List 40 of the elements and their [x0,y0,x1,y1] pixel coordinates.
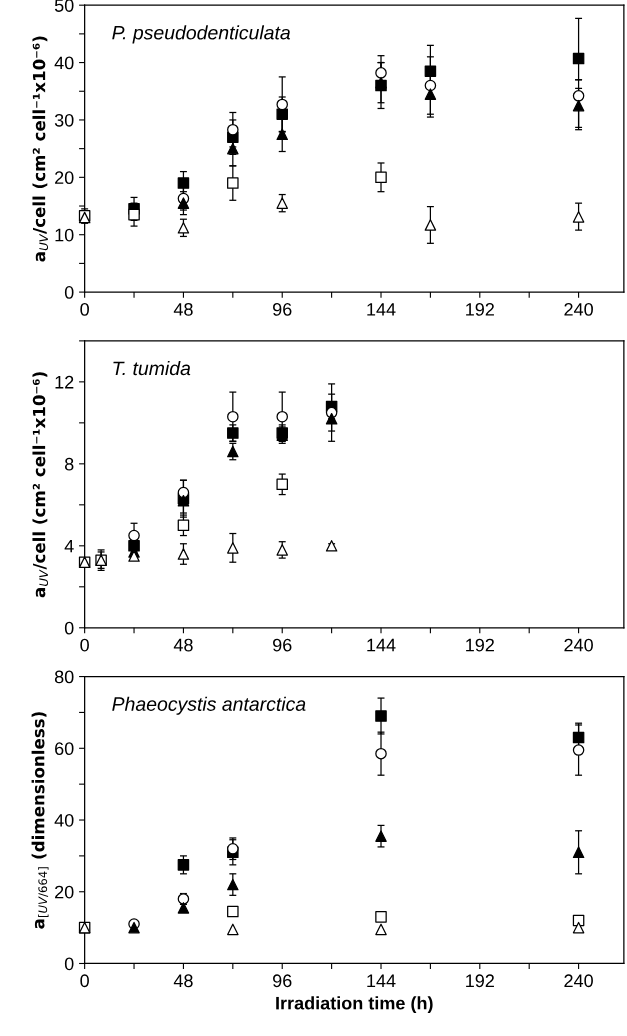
y-tick-label: 12 [55,375,74,389]
x-tick-label: 144 [367,638,396,652]
x-tick-label: 240 [564,974,593,988]
y-axis-title: a$_{[UV/664]}$ (dimensionless) [31,712,49,929]
x-tick-label: 0 [80,974,89,988]
text: Phaeocystis antarctica [112,696,306,715]
y-tick-label: 20 [55,885,74,899]
text: P. pseudodenticulata [112,25,291,44]
y-axis-title: a$_{UV}$/cell (cm² cell⁻¹x10⁻⁶) [32,372,49,598]
y-tick-label: 50 [54,0,74,12]
x-tick-label: 240 [564,302,593,316]
x-tick-label: 192 [466,302,494,316]
x-tick-label: 192 [466,638,494,652]
y-tick-label: 0 [64,957,74,971]
x-tick-label: 144 [367,303,396,316]
x-tick-label: 192 [466,974,494,988]
y-tick-label: 0 [64,286,74,299]
x-tick-label: 96 [273,638,292,652]
y-tick-label: 40 [54,56,74,70]
y-tick-label: 30 [54,113,74,127]
x-tick-label: 0 [80,302,89,316]
y-tick-label: 60 [55,742,74,756]
x-tick-label: 0 [80,638,89,652]
y-tick-label: 0 [64,621,74,635]
y-axis-title: a$_{UV}$/cell (cm² cell⁻¹x10⁻⁶) [32,36,49,262]
x-tick-label: 240 [564,638,593,652]
x-tick-label: 96 [273,974,292,988]
x-tick-label: 96 [273,302,292,316]
text: T. tumida [113,360,191,376]
x-tick-label: 48 [173,974,193,988]
x-tick-label: 144 [367,974,396,987]
y-tick-label: 40 [54,813,74,827]
y-tick-label: 10 [55,228,74,242]
y-tick-label: 8 [64,457,74,471]
y-tick-label: 80 [54,670,74,684]
x-tick-label: 48 [173,638,193,652]
y-tick-label: 4 [64,539,74,553]
x-tick-label: 48 [173,302,193,316]
y-tick-label: 20 [55,171,74,185]
x-axis-title: Irradiation time (h) [276,996,433,1014]
